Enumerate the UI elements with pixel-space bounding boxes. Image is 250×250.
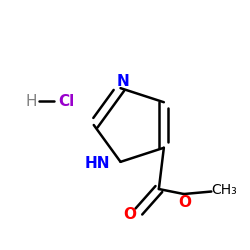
Text: HN: HN xyxy=(85,156,110,170)
Text: N: N xyxy=(117,74,130,89)
Text: Cl: Cl xyxy=(58,94,74,109)
Text: O: O xyxy=(178,195,192,210)
Text: O: O xyxy=(124,206,136,222)
Text: CH₃: CH₃ xyxy=(211,183,237,197)
Text: H: H xyxy=(26,94,37,109)
